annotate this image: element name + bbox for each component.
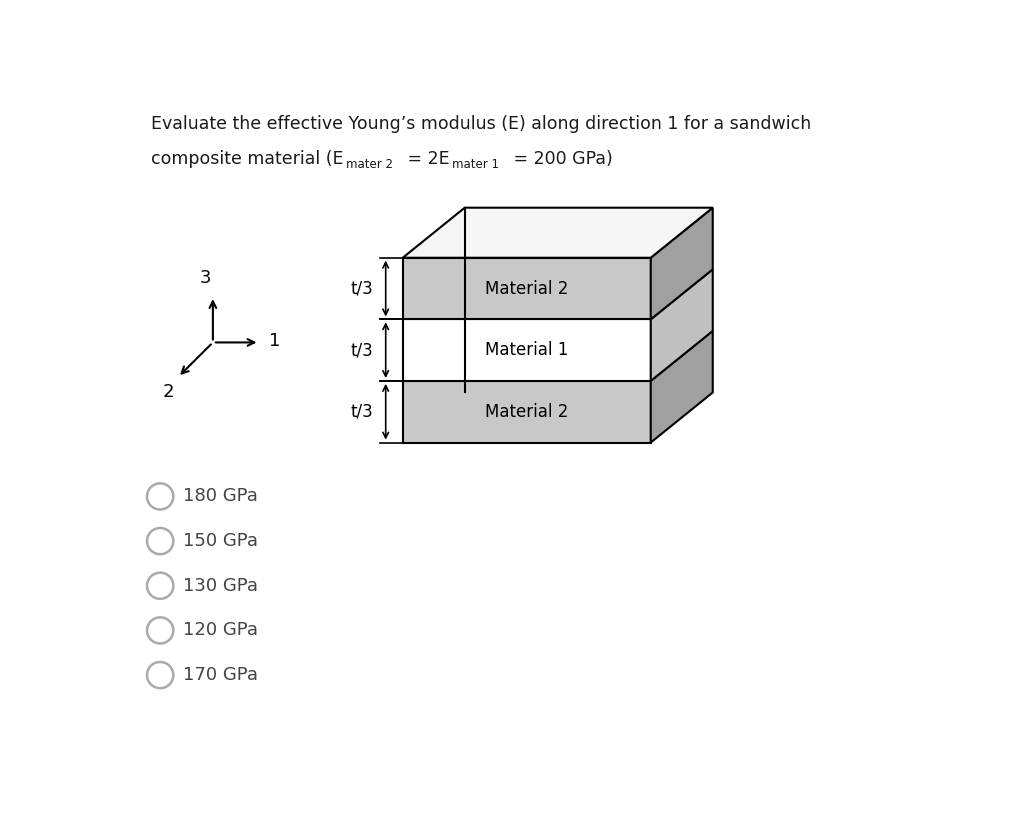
Text: t/3: t/3 [350, 403, 374, 420]
Text: t/3: t/3 [350, 279, 374, 297]
Polygon shape [650, 331, 713, 443]
Bar [402, 381, 650, 443]
Circle shape [147, 572, 174, 599]
Text: 2: 2 [163, 383, 175, 401]
Text: 170 GPa: 170 GPa [184, 666, 258, 684]
Circle shape [147, 662, 174, 688]
Circle shape [147, 528, 174, 554]
Polygon shape [402, 207, 713, 258]
Text: 150 GPa: 150 GPa [184, 532, 258, 550]
Polygon shape [650, 207, 713, 320]
Bar [402, 258, 650, 320]
Bar [402, 320, 650, 381]
Text: mater 1: mater 1 [452, 158, 499, 171]
Text: 130 GPa: 130 GPa [184, 577, 258, 595]
Circle shape [147, 617, 174, 643]
Text: Material 2: Material 2 [485, 279, 569, 297]
Text: composite material (E: composite material (E [151, 150, 343, 168]
Text: 120 GPa: 120 GPa [184, 621, 258, 639]
Text: = 2E: = 2E [402, 150, 449, 168]
Text: 3: 3 [199, 269, 211, 287]
Text: Material 1: Material 1 [485, 341, 569, 359]
Text: = 200 GPa): = 200 GPa) [508, 150, 613, 168]
Text: 1: 1 [269, 332, 280, 350]
Circle shape [147, 483, 174, 510]
Text: t/3: t/3 [350, 341, 374, 359]
Text: 180 GPa: 180 GPa [184, 487, 258, 506]
Text: Material 2: Material 2 [485, 403, 569, 420]
Text: mater 2: mater 2 [346, 158, 393, 171]
Polygon shape [650, 269, 713, 381]
Text: Evaluate the effective Young’s modulus (E) along direction 1 for a sandwich: Evaluate the effective Young’s modulus (… [151, 116, 811, 133]
